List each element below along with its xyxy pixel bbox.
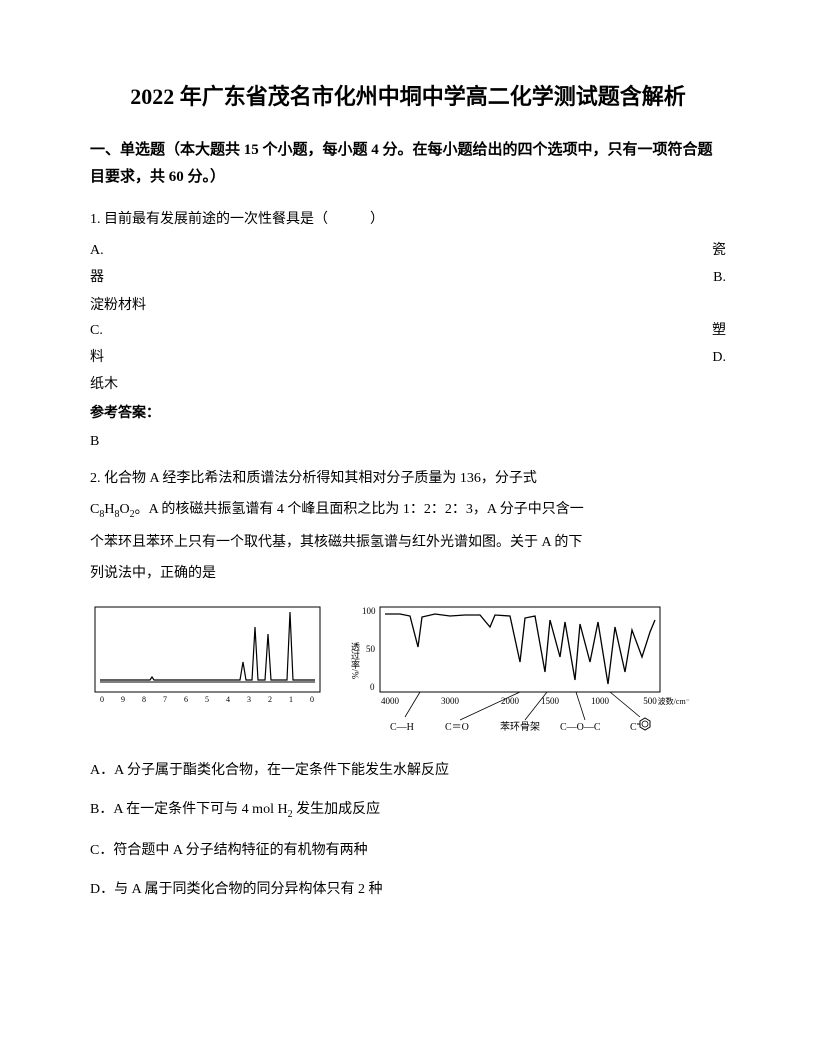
svg-text:7: 7 [163, 695, 167, 704]
ir-ytick: 100 [362, 606, 376, 616]
answer-label: 参考答案： [90, 401, 726, 426]
svg-text:4000: 4000 [381, 696, 400, 706]
ir-annotation: C [630, 722, 637, 733]
q2-stem-line4: 列说法中，正确的是 [90, 561, 726, 586]
opt-text: 料 [90, 345, 104, 370]
ir-spectrum: 100 50 0 透过率/% 4000 3000 2000 1500 1000 … [350, 602, 690, 742]
opt-text: 塑 [712, 318, 726, 343]
svg-text:1500: 1500 [541, 696, 560, 706]
svg-text:2: 2 [268, 695, 272, 704]
q2-option-b: B．A 在一定条件下可与 4 mol H2 发生加成反应 [90, 797, 726, 824]
q2-option-c: C．符合题中 A 分子结构特征的有机物有两种 [90, 838, 726, 863]
svg-text:8: 8 [142, 695, 146, 704]
opt-text: 瓷 [712, 238, 726, 263]
opt-label: D. [712, 345, 726, 370]
stem-text: 。A 的核磁共振氢谱有 4 个峰且面积之比为 1：2：2：3，A 分子中只含一 [135, 502, 584, 517]
ir-ylabel: 透过率/% [350, 642, 360, 680]
svg-text:9: 9 [121, 695, 125, 704]
opt-label: A. [90, 238, 104, 263]
q2-stem-line3: 个苯环且苯环上只有一个取代基，其核磁共振氢谱与红外光谱如图。关于 A 的下 [90, 530, 726, 555]
opt-text: 发生加成反应 [293, 802, 381, 817]
svg-text:3000: 3000 [441, 696, 460, 706]
document-title: 2022 年广东省茂名市化州中垌中学高二化学测试题含解析 [90, 80, 726, 113]
opt-text: 器 [90, 265, 104, 290]
formula-text: O [119, 502, 129, 517]
q2-stem-line2: C8H8O2。A 的核磁共振氢谱有 4 个峰且面积之比为 1：2：2：3，A 分… [90, 497, 726, 524]
ir-ytick: 50 [366, 644, 376, 654]
ir-annotation: C＝O [445, 722, 469, 733]
svg-text:4: 4 [226, 695, 230, 704]
svg-text:6: 6 [184, 695, 188, 704]
question-1: 1. 目前最有发展前途的一次性餐具是（ ） A. 瓷 器 B. 淀粉材料 C. … [90, 207, 726, 454]
q2-option-a: A．A 分子属于酯类化合物，在一定条件下能发生水解反应 [90, 758, 726, 783]
svg-text:3: 3 [247, 695, 251, 704]
ir-ytick: 0 [370, 682, 375, 692]
answer-value: B [90, 429, 726, 454]
section-header: 一、单选题（本大题共 15 个小题，每小题 4 分。在每小题给出的四个选项中，只… [90, 137, 726, 191]
ir-annotation: C—H [390, 722, 414, 733]
q1-option-d: 纸木 [90, 372, 726, 397]
q1-stem: 1. 目前最有发展前途的一次性餐具是（ ） [90, 207, 726, 232]
svg-text:1000: 1000 [591, 696, 610, 706]
nmr-spectrum: 0 9 8 7 6 5 4 3 2 1 0 [90, 602, 330, 712]
q1-option-c-line2: 料 D. [90, 345, 726, 370]
opt-label: C. [90, 318, 103, 343]
q2-option-d: D．与 A 属于同类化合物的同分异构体只有 2 种 [90, 877, 726, 902]
spectra-figures: 0 9 8 7 6 5 4 3 2 1 0 100 50 0 [90, 602, 726, 742]
svg-text:5: 5 [205, 695, 209, 704]
question-2: 2. 化合物 A 经李比希法和质谱法分析得知其相对分子质量为 136，分子式 C… [90, 466, 726, 903]
q2-stem-line1: 2. 化合物 A 经李比希法和质谱法分析得知其相对分子质量为 136，分子式 [90, 466, 726, 491]
formula-text: H [104, 502, 114, 517]
q1-option-a-line2: 器 B. [90, 265, 726, 290]
ir-annotation: 苯环骨架 [500, 720, 540, 733]
svg-text:500: 500 [643, 696, 657, 706]
svg-text:波数/cm⁻¹: 波数/cm⁻¹ [658, 696, 690, 706]
q1-option-a-line1: A. 瓷 [90, 238, 726, 263]
opt-text: B．A 在一定条件下可与 4 mol H [90, 802, 288, 817]
opt-label: B. [713, 265, 726, 290]
ir-annotation: C—O—C [560, 722, 601, 733]
svg-text:0: 0 [310, 695, 314, 704]
formula-text: C [90, 502, 99, 517]
svg-text:1: 1 [289, 695, 293, 704]
svg-text:0: 0 [100, 695, 104, 704]
q1-option-c-line1: C. 塑 [90, 318, 726, 343]
svg-text:2000: 2000 [501, 696, 520, 706]
q1-option-b: 淀粉材料 [90, 293, 726, 318]
